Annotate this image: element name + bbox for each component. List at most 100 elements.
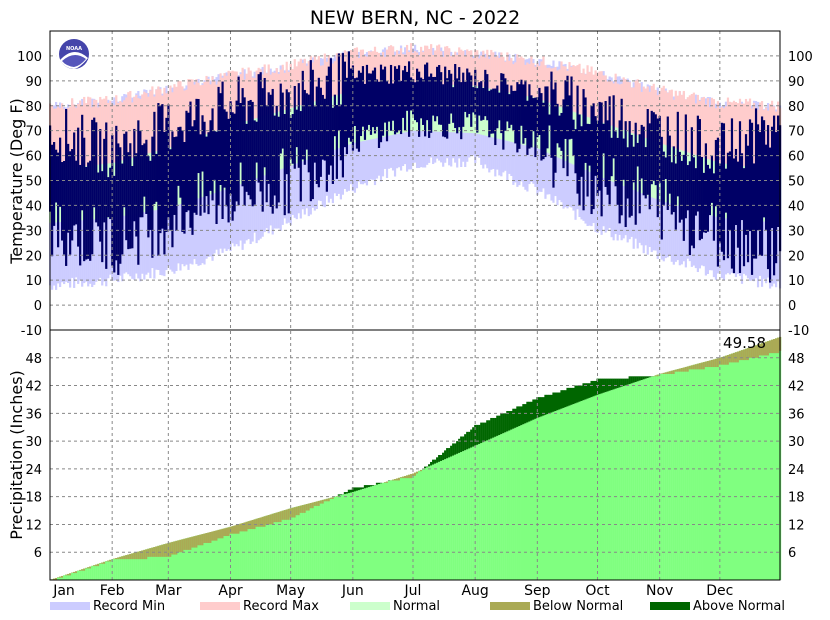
observed-temperature-day — [726, 152, 730, 259]
observed-temperature-day — [387, 83, 391, 122]
above-normal-day — [484, 422, 487, 442]
record-max-day — [440, 51, 443, 85]
record-max-day — [622, 77, 625, 131]
normal-precipitation-day — [594, 395, 597, 580]
below-normal-day — [283, 510, 286, 520]
below-normal-day — [179, 539, 182, 553]
normal-precipitation-day — [706, 361, 710, 580]
normal-precipitation-day — [482, 442, 485, 580]
normal-precipitation-day — [454, 454, 457, 580]
record-max-day — [107, 102, 110, 164]
below-normal-day — [401, 476, 405, 479]
normal-precipitation-day — [301, 505, 304, 580]
observed-temperature-day — [167, 104, 170, 218]
normal-precipitation-day — [249, 520, 252, 580]
normal-precipitation-day — [572, 404, 575, 580]
normal-precipitation-day — [546, 414, 549, 580]
above-normal-day — [363, 485, 367, 489]
above-normal-day — [458, 438, 461, 453]
observed-temperature-day — [528, 84, 531, 149]
observed-temperature-day — [359, 72, 363, 137]
normal-precipitation-day — [686, 366, 689, 580]
temperature-tick-left: 70 — [25, 125, 42, 140]
below-normal-day — [383, 482, 387, 483]
observed-temperature-day — [688, 161, 691, 256]
below-normal-day — [730, 353, 734, 363]
normal-precipitation-day — [674, 369, 677, 580]
normal-precipitation-day — [267, 515, 270, 580]
below-normal-day — [742, 349, 746, 361]
record-max-day — [231, 70, 234, 126]
normal-precipitation-day — [135, 552, 138, 580]
record-max-day — [319, 65, 322, 100]
record-max-day — [686, 97, 689, 153]
below-normal-day — [181, 539, 184, 553]
normal-precipitation-day — [462, 451, 465, 580]
record-max-day — [616, 83, 619, 128]
below-normal-day — [281, 510, 284, 520]
normal-precipitation-day — [95, 564, 98, 580]
observed-temperature-day — [754, 108, 758, 259]
record-max-day — [572, 65, 575, 112]
observed-temperature-day — [163, 131, 166, 255]
record-max-day — [418, 55, 421, 84]
normal-precipitation-day — [271, 513, 274, 580]
legend-label: Normal — [393, 599, 440, 614]
below-normal-day — [307, 503, 310, 511]
record-max-day — [476, 50, 479, 87]
below-normal-day — [660, 373, 663, 374]
axes: -10 -10 0 0 10 10 20 20 30 30 40 40 50 50 60 60 70 70 80 80… — [17, 30, 813, 599]
below-normal-day — [227, 527, 230, 537]
normal-precipitation-day — [367, 487, 371, 580]
normal-precipitation-day — [750, 346, 754, 580]
normal-precipitation-day — [91, 565, 94, 580]
record-max-day — [391, 46, 395, 86]
record-max-day — [183, 90, 186, 143]
below-normal-day — [173, 541, 176, 555]
normal-precipitation-day — [436, 462, 439, 580]
below-normal-day — [760, 343, 764, 356]
record-max-day — [273, 72, 276, 113]
record-max-day — [145, 92, 148, 154]
above-normal-day — [512, 408, 515, 429]
normal-precipitation-day — [217, 529, 220, 580]
normal-precipitation-day — [504, 432, 507, 580]
normal-precipitation-day — [746, 348, 750, 580]
normal-precipitation-day — [662, 372, 665, 580]
observed-temperature-day — [600, 102, 603, 217]
above-normal-day — [562, 390, 565, 408]
below-normal-day — [744, 348, 748, 361]
record-max-day — [430, 44, 433, 85]
record-max-day — [203, 82, 206, 136]
normal-precipitation-day — [295, 506, 298, 580]
observed-temperature-day — [630, 134, 633, 216]
above-normal-day — [424, 466, 427, 469]
precipitation-panel — [51, 336, 782, 580]
observed-temperature-day — [209, 120, 212, 191]
record-max-day — [460, 49, 463, 86]
normal-precipitation-day — [349, 492, 353, 580]
normal-precipitation-day — [532, 419, 535, 580]
observed-temperature-day — [650, 110, 653, 185]
normal-precipitation-day — [255, 518, 258, 580]
normal-precipitation-day — [409, 474, 413, 580]
below-normal-day — [692, 364, 695, 370]
observed-temperature-day — [379, 64, 383, 143]
normal-precipitation-day — [678, 368, 681, 580]
normal-precipitation-day — [305, 504, 308, 580]
above-normal-day — [558, 392, 561, 410]
observed-temperature-day — [516, 82, 519, 153]
record-max-day — [75, 107, 78, 168]
observed-temperature-day — [115, 125, 118, 261]
observed-temperature-day — [530, 95, 533, 148]
normal-precipitation-day — [676, 369, 679, 580]
normal-precipitation-day — [776, 337, 780, 580]
normal-precipitation-day — [223, 528, 226, 580]
record-max-day — [522, 58, 525, 96]
record-max-day — [648, 91, 651, 140]
normal-precipitation-day — [496, 435, 499, 580]
normal-precipitation-day — [375, 484, 379, 580]
below-normal-day — [163, 544, 166, 557]
normal-precipitation-day — [379, 483, 383, 580]
normal-precipitation-day — [420, 469, 423, 580]
